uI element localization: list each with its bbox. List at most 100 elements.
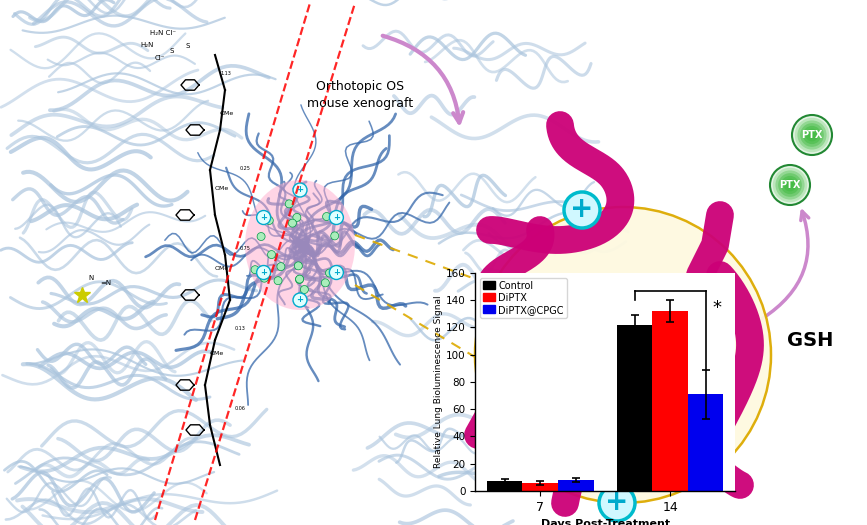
Circle shape (296, 276, 303, 284)
Circle shape (792, 115, 832, 155)
Circle shape (518, 328, 562, 372)
Text: H₂N Cl⁻: H₂N Cl⁻ (150, 30, 176, 36)
Text: =N: =N (100, 280, 111, 286)
Text: S: S (617, 352, 624, 362)
Circle shape (268, 250, 276, 259)
Bar (652, 311, 688, 491)
Bar (688, 394, 723, 491)
Circle shape (257, 211, 271, 225)
Text: +: + (260, 213, 267, 222)
Circle shape (564, 192, 600, 228)
Text: Orthotopic OS
mouse xenograft: Orthotopic OS mouse xenograft (307, 80, 413, 110)
Circle shape (800, 123, 824, 147)
Circle shape (293, 214, 301, 222)
Circle shape (699, 349, 701, 351)
Circle shape (330, 232, 339, 240)
Text: 1.13: 1.13 (220, 71, 231, 76)
Circle shape (527, 337, 553, 363)
Circle shape (687, 337, 713, 363)
Circle shape (251, 266, 259, 274)
Circle shape (770, 165, 810, 205)
Circle shape (536, 346, 544, 354)
Circle shape (775, 171, 805, 200)
Text: PTX: PTX (530, 345, 551, 355)
Y-axis label: Relative Lung Bioluminescence Signal: Relative Lung Bioluminescence Signal (434, 296, 443, 468)
Circle shape (274, 277, 282, 285)
Circle shape (475, 207, 771, 503)
Circle shape (329, 266, 343, 279)
Text: O: O (649, 332, 655, 342)
Text: N: N (88, 275, 94, 281)
Circle shape (300, 286, 309, 293)
Circle shape (798, 120, 826, 150)
Circle shape (530, 340, 550, 360)
Legend: Control, DiPTX, DiPTX@CPGC: Control, DiPTX, DiPTX@CPGC (480, 278, 567, 318)
Text: +: + (260, 268, 267, 277)
Text: +: + (570, 195, 594, 223)
Circle shape (772, 167, 807, 202)
Circle shape (784, 178, 797, 192)
Circle shape (323, 213, 330, 220)
Text: 2': 2' (562, 356, 570, 365)
Circle shape (257, 266, 271, 279)
Text: +: + (605, 488, 629, 516)
Circle shape (779, 173, 802, 197)
Text: OMe: OMe (215, 266, 229, 271)
Text: OMe: OMe (215, 186, 229, 191)
Text: C: C (582, 350, 589, 360)
Text: 0.75: 0.75 (240, 246, 251, 251)
Text: O: O (672, 347, 681, 357)
Text: +: + (297, 185, 303, 194)
Bar (487, 481, 523, 491)
Text: OMe: OMe (220, 111, 234, 116)
Text: H₂N: H₂N (140, 42, 153, 48)
Bar (558, 480, 594, 491)
Text: 0.13: 0.13 (235, 326, 246, 331)
Circle shape (786, 181, 793, 188)
Circle shape (681, 331, 719, 369)
Text: C: C (658, 350, 665, 360)
Circle shape (524, 334, 556, 366)
Circle shape (684, 334, 716, 366)
Circle shape (289, 219, 297, 227)
Circle shape (696, 346, 704, 354)
Text: GSH: GSH (787, 331, 833, 350)
Circle shape (808, 131, 816, 139)
Text: S: S (628, 352, 636, 362)
Text: 0.06: 0.06 (235, 406, 246, 411)
Circle shape (693, 343, 707, 357)
Circle shape (329, 211, 343, 225)
Text: S: S (170, 48, 174, 54)
Bar (523, 482, 558, 491)
Text: +: + (297, 296, 303, 304)
Circle shape (277, 262, 285, 270)
Circle shape (521, 331, 559, 369)
Ellipse shape (245, 180, 355, 310)
Text: +: + (333, 268, 340, 277)
Text: OMe: OMe (210, 351, 225, 356)
Circle shape (257, 233, 265, 240)
Text: O: O (562, 347, 570, 357)
Circle shape (599, 485, 635, 521)
Circle shape (296, 275, 303, 283)
Circle shape (533, 343, 547, 357)
X-axis label: Days Post-Treatment: Days Post-Treatment (541, 519, 669, 525)
Text: 2': 2' (672, 356, 680, 365)
Circle shape (795, 118, 830, 152)
Circle shape (293, 183, 307, 197)
Circle shape (803, 126, 821, 144)
Text: O: O (571, 332, 579, 342)
Text: S: S (185, 43, 189, 49)
Circle shape (285, 200, 293, 208)
Circle shape (294, 262, 303, 270)
Text: *: * (713, 299, 721, 318)
Circle shape (293, 293, 307, 307)
Circle shape (811, 134, 813, 136)
Circle shape (325, 269, 334, 277)
Circle shape (265, 216, 273, 225)
Circle shape (539, 349, 541, 351)
Text: PTX: PTX (779, 180, 801, 190)
Text: 0.25: 0.25 (240, 166, 251, 171)
Bar (616, 325, 652, 491)
Circle shape (781, 176, 799, 194)
